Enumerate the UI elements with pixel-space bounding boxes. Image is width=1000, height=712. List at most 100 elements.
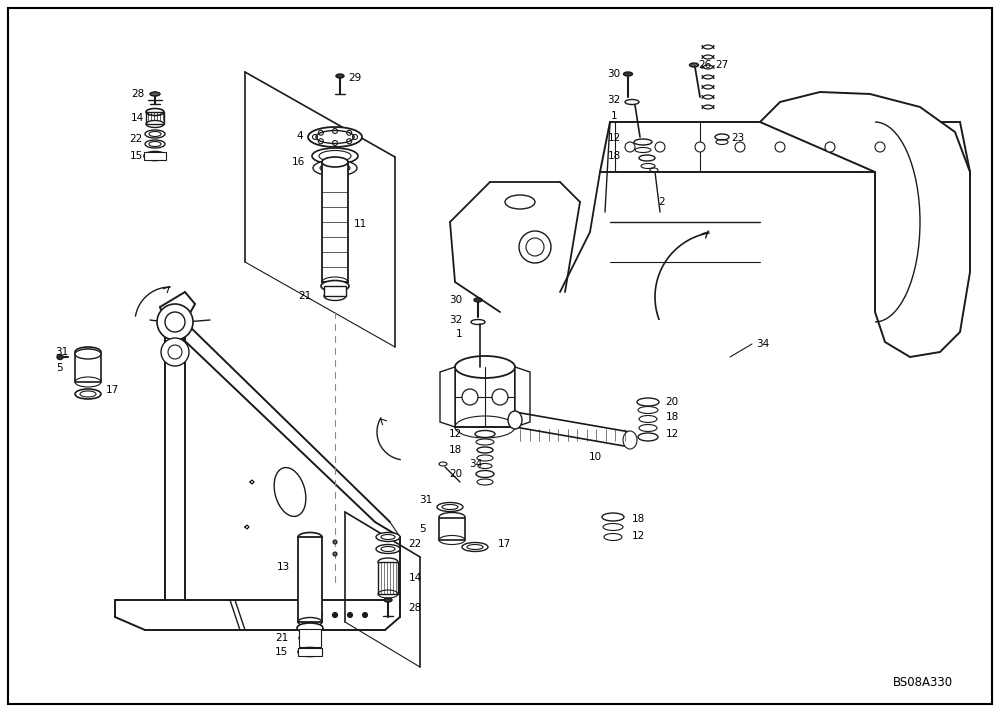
Text: 2: 2 <box>659 197 665 207</box>
Ellipse shape <box>57 355 63 360</box>
Ellipse shape <box>477 455 493 461</box>
Circle shape <box>492 389 508 405</box>
Circle shape <box>775 142 785 152</box>
Text: 12: 12 <box>607 133 621 143</box>
Bar <box>298 648 322 656</box>
Ellipse shape <box>474 298 482 302</box>
Bar <box>144 152 166 160</box>
Text: 32: 32 <box>449 315 462 325</box>
Text: 34: 34 <box>469 459 483 469</box>
Circle shape <box>655 142 665 152</box>
Text: 5: 5 <box>419 524 426 534</box>
Text: 12: 12 <box>665 429 679 439</box>
Ellipse shape <box>639 155 655 161</box>
Text: 12: 12 <box>631 531 645 541</box>
Ellipse shape <box>321 281 349 291</box>
Text: 18: 18 <box>631 514 645 524</box>
Ellipse shape <box>308 127 362 147</box>
Ellipse shape <box>322 157 348 167</box>
Circle shape <box>735 142 745 152</box>
Ellipse shape <box>625 100 639 105</box>
Ellipse shape <box>75 349 101 359</box>
Ellipse shape <box>638 407 658 414</box>
Ellipse shape <box>145 140 165 148</box>
Text: 23: 23 <box>731 133 745 143</box>
Ellipse shape <box>603 523 623 530</box>
Text: 1: 1 <box>455 329 462 339</box>
Ellipse shape <box>639 424 657 431</box>
Ellipse shape <box>146 108 164 115</box>
Text: 22: 22 <box>129 134 143 144</box>
Ellipse shape <box>150 92 160 96</box>
Ellipse shape <box>635 147 651 152</box>
Ellipse shape <box>602 513 624 521</box>
Text: 29: 29 <box>348 73 362 83</box>
Ellipse shape <box>75 389 101 399</box>
Circle shape <box>333 552 337 556</box>
Text: 16: 16 <box>291 157 305 167</box>
Circle shape <box>161 338 189 366</box>
Ellipse shape <box>505 195 535 209</box>
Text: 30: 30 <box>449 295 462 305</box>
Circle shape <box>825 142 835 152</box>
Circle shape <box>625 142 635 152</box>
Ellipse shape <box>299 634 321 642</box>
Ellipse shape <box>384 598 392 602</box>
Text: 20: 20 <box>665 397 679 407</box>
Polygon shape <box>440 367 455 427</box>
Circle shape <box>318 612 322 617</box>
Ellipse shape <box>336 74 344 78</box>
Bar <box>146 112 164 124</box>
Text: 10: 10 <box>588 452 602 462</box>
Ellipse shape <box>439 513 465 521</box>
Circle shape <box>695 142 705 152</box>
Ellipse shape <box>508 411 522 429</box>
Ellipse shape <box>298 647 322 656</box>
Ellipse shape <box>624 72 633 76</box>
Ellipse shape <box>145 130 165 138</box>
Ellipse shape <box>477 479 493 485</box>
Ellipse shape <box>274 468 306 516</box>
Text: 14: 14 <box>130 113 144 123</box>
Text: 28: 28 <box>131 89 145 99</box>
Text: 27: 27 <box>715 60 729 70</box>
Bar <box>439 518 465 540</box>
Text: 18: 18 <box>665 412 679 422</box>
Ellipse shape <box>378 558 398 566</box>
Text: 21: 21 <box>275 633 288 643</box>
Text: 5: 5 <box>56 363 63 373</box>
Text: BS08A330: BS08A330 <box>893 676 953 689</box>
Text: 15: 15 <box>275 647 288 657</box>
Ellipse shape <box>476 471 494 478</box>
Circle shape <box>519 231 551 263</box>
Text: 34: 34 <box>756 339 770 349</box>
Bar <box>75 354 101 382</box>
Circle shape <box>362 612 368 617</box>
Text: 4: 4 <box>297 131 303 141</box>
Text: 14: 14 <box>408 573 422 583</box>
Text: 31: 31 <box>419 495 432 505</box>
Ellipse shape <box>478 464 492 468</box>
Circle shape <box>157 304 193 340</box>
Circle shape <box>462 389 478 405</box>
Text: 22: 22 <box>408 539 422 549</box>
Ellipse shape <box>75 347 101 357</box>
Ellipse shape <box>376 545 400 553</box>
Ellipse shape <box>376 533 400 542</box>
Circle shape <box>875 142 885 152</box>
Ellipse shape <box>641 164 655 169</box>
Text: 20: 20 <box>449 469 462 479</box>
Text: 1: 1 <box>611 111 617 121</box>
Ellipse shape <box>477 447 493 453</box>
Text: 18: 18 <box>449 445 462 455</box>
Ellipse shape <box>313 160 357 176</box>
Polygon shape <box>515 367 530 427</box>
Ellipse shape <box>638 433 658 441</box>
Ellipse shape <box>298 533 322 542</box>
Text: 13: 13 <box>277 562 290 572</box>
Text: 12: 12 <box>449 429 462 439</box>
Text: 26: 26 <box>698 60 712 70</box>
Text: 28: 28 <box>408 603 422 613</box>
Ellipse shape <box>634 139 652 145</box>
Text: 17: 17 <box>497 539 511 549</box>
